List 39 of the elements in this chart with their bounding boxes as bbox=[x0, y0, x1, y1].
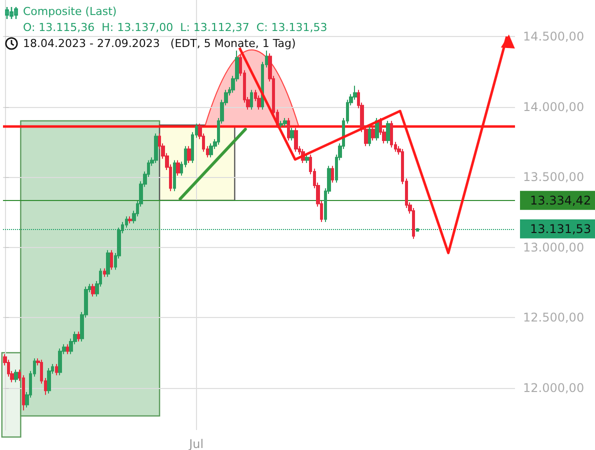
candlestick bbox=[386, 120, 390, 144]
candlestick bbox=[283, 118, 287, 127]
ref-line-label: 13.334,42 bbox=[530, 193, 592, 208]
candlestick bbox=[294, 127, 298, 152]
candlestick bbox=[110, 250, 113, 270]
candlestick bbox=[279, 120, 283, 128]
candlestick bbox=[14, 369, 18, 383]
candlestick bbox=[106, 250, 110, 278]
candlestick bbox=[390, 120, 393, 148]
y-tick-label: 12.000,00 bbox=[523, 380, 584, 395]
y-tick-label: 12.500,00 bbox=[523, 310, 584, 325]
candlestick bbox=[287, 118, 290, 142]
y-tick-label: 13.000,00 bbox=[523, 240, 584, 254]
candlestick bbox=[103, 268, 106, 278]
candlestick bbox=[77, 331, 80, 342]
annotation: 18.04.2023 - 27.09.2023 (EDT, 5 Monate, 1 Tag) bbox=[23, 37, 296, 50]
candlestick bbox=[154, 132, 158, 164]
candlestick bbox=[55, 363, 58, 376]
y-tick-label: 14.000,00 bbox=[523, 100, 584, 114]
candlestick bbox=[47, 368, 51, 394]
candlestick bbox=[187, 146, 191, 164]
candlestick bbox=[58, 348, 62, 376]
candlestick bbox=[305, 154, 309, 164]
candlestick bbox=[209, 142, 213, 158]
candlestick bbox=[290, 127, 294, 142]
candlestick bbox=[176, 160, 180, 176]
candlestick bbox=[91, 283, 95, 298]
candlestick bbox=[128, 216, 132, 224]
text: O: 13.115,36 H: 13.137,00 L: 13.112,37 C: 13.131,53 bbox=[23, 21, 328, 34]
candlestick bbox=[331, 165, 334, 184]
candlestick bbox=[173, 160, 176, 192]
y-tick-label: 13.500,00 bbox=[523, 170, 584, 184]
text: Composite (Last) bbox=[23, 5, 117, 18]
candlestick bbox=[66, 344, 69, 355]
y-tick-label: 14.500,00 bbox=[523, 30, 584, 44]
candlestick bbox=[250, 89, 253, 110]
candlestick bbox=[371, 126, 375, 142]
ref-line-label: 13.131,53 bbox=[530, 222, 592, 236]
candlestick bbox=[368, 126, 371, 147]
